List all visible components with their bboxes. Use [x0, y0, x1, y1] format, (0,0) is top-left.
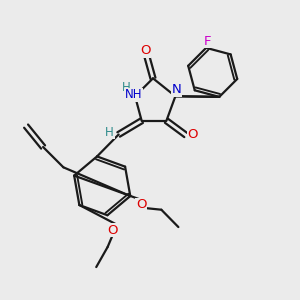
Text: O: O [107, 224, 117, 236]
Text: NH: NH [125, 88, 142, 101]
Text: F: F [204, 35, 212, 48]
Text: O: O [136, 198, 146, 211]
Text: H: H [122, 81, 130, 94]
Text: H: H [105, 126, 114, 139]
Text: N: N [172, 83, 182, 96]
Text: O: O [140, 44, 151, 57]
Text: O: O [187, 128, 198, 141]
